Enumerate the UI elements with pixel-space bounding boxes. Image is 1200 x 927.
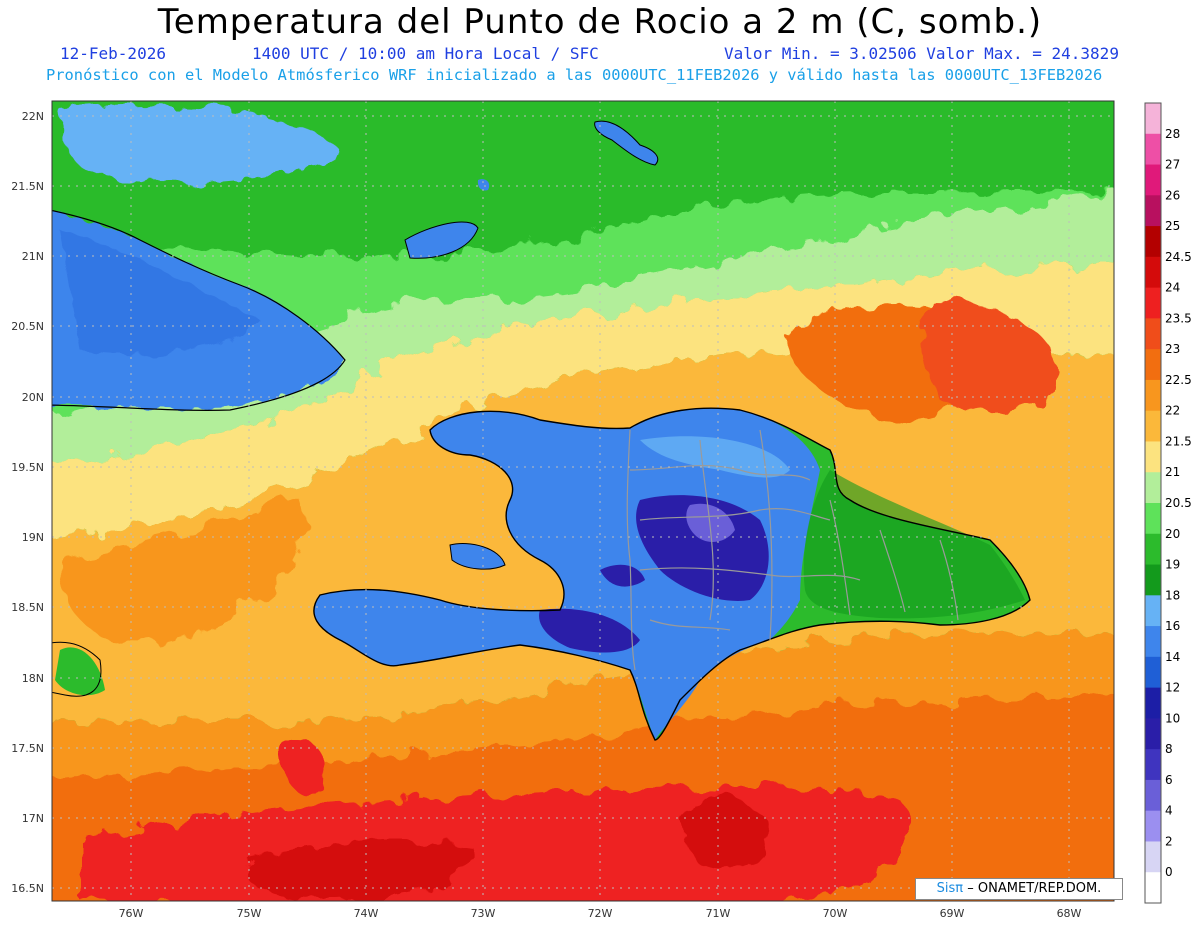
colorbar-swatch — [1145, 103, 1161, 135]
colorbar-swatch — [1145, 779, 1161, 812]
map-field — [52, 101, 1114, 901]
colorbar-swatch — [1145, 656, 1161, 689]
colorbar-swatch — [1145, 379, 1161, 412]
colorbar-swatch — [1145, 841, 1161, 873]
forecast-date: 12-Feb-2026 — [60, 44, 166, 63]
colorbar-label: 27 — [1165, 158, 1180, 172]
colorbar-swatch — [1145, 626, 1161, 658]
model-info: Pronóstico con el Modelo Atmósferico WRF… — [46, 66, 1103, 84]
colorbar-swatch — [1145, 226, 1161, 258]
colorbar-swatch — [1145, 595, 1161, 627]
credit-text: – ONAMET/REP.DOM. — [967, 881, 1102, 896]
sispi-logo: Sisπ — [936, 881, 964, 896]
colorbar-swatch — [1145, 410, 1161, 442]
colorbar-swatch — [1145, 472, 1161, 504]
lon-label: 73W — [471, 907, 496, 920]
lon-label: 75W — [237, 907, 262, 920]
min-max-values: Valor Min. = 3.02506 Valor Max. = 24.382… — [724, 44, 1119, 63]
cuba-coastline — [52, 209, 346, 411]
lon-label: 72W — [588, 907, 613, 920]
colorbar-label: 8 — [1165, 742, 1173, 756]
lat-label: 17.5N — [11, 742, 44, 755]
colorbar-label: 4 — [1165, 804, 1173, 818]
lat-label: 19.5N — [11, 461, 44, 474]
colorbar-swatch — [1145, 287, 1161, 319]
cuba-land — [52, 212, 345, 411]
colorbar-swatch — [1145, 441, 1161, 473]
lat-label: 21N — [22, 250, 44, 263]
colorbar-label: 20 — [1165, 527, 1180, 541]
colorbar: 2827262524.52423.52322.52221.52120.52019… — [1144, 102, 1192, 904]
colorbar-label: 23.5 — [1165, 311, 1192, 325]
lon-label: 70W — [823, 907, 848, 920]
map-title: Temperatura del Punto de Rocio a 2 m (C,… — [157, 2, 1043, 42]
lat-label: 18N — [22, 672, 44, 685]
colorbar-swatch — [1145, 718, 1161, 750]
colorbar-label: 2 — [1165, 834, 1173, 848]
colorbar-label: 24.5 — [1165, 250, 1192, 264]
colorbar-label: 19 — [1165, 558, 1180, 572]
colorbar-label: 6 — [1165, 773, 1173, 787]
colorbar-label: 28 — [1165, 127, 1180, 141]
latitude-axis: 22N 21.5N 21N 20.5N 20N 19.5N 19N 18.5N … — [11, 110, 44, 895]
lon-label: 69W — [940, 907, 965, 920]
colorbar-swatch — [1145, 687, 1161, 719]
longitude-axis: 76W 75W 74W 73W 72W 71W 70W 69W 68W — [119, 907, 1082, 920]
lat-label: 22N — [22, 110, 44, 123]
colorbar-swatch — [1145, 349, 1161, 381]
colorbar-swatch — [1145, 256, 1161, 289]
colorbar-swatch — [1145, 749, 1161, 781]
colorbar-swatch — [1145, 533, 1161, 566]
colorbar-label: 14 — [1165, 650, 1180, 664]
colorbar-label: 24 — [1165, 281, 1180, 295]
colorbar-swatch — [1145, 564, 1161, 596]
colorbar-label: 23 — [1165, 342, 1180, 356]
grid-lines — [52, 101, 1114, 901]
lat-label: 21.5N — [11, 180, 44, 193]
colorbar-label: 22 — [1165, 404, 1180, 418]
lat-label: 20.5N — [11, 320, 44, 333]
colorbar-swatch — [1145, 503, 1161, 535]
lat-label: 18.5N — [11, 601, 44, 614]
colorbar-label: 25 — [1165, 219, 1180, 233]
lon-label: 68W — [1057, 907, 1082, 920]
colorbar-frame — [1144, 102, 1162, 904]
map-frame — [51, 100, 1115, 902]
lon-label: 74W — [354, 907, 379, 920]
forecast-time: 1400 UTC / 10:00 am Hora Local / SFC — [252, 44, 599, 63]
colorbar-label: 18 — [1165, 588, 1180, 602]
credit-box: Sisπ – ONAMET/REP.DOM. — [915, 878, 1123, 900]
colorbar-label: 21.5 — [1165, 434, 1192, 448]
colorbar-swatch — [1145, 872, 1161, 904]
lat-label: 16.5N — [11, 882, 44, 895]
colorbar-label: 26 — [1165, 188, 1180, 202]
colorbar-swatch — [1145, 195, 1161, 227]
lon-label: 71W — [706, 907, 731, 920]
colorbar-swatch — [1145, 164, 1161, 196]
colorbar-label: 22.5 — [1165, 373, 1192, 387]
colorbar-label: 20.5 — [1165, 496, 1192, 510]
hispaniola-land — [313, 407, 1031, 741]
lon-label: 76W — [119, 907, 144, 920]
lat-label: 19N — [22, 531, 44, 544]
colorbar-label: 10 — [1165, 711, 1180, 725]
colorbar-swatch — [1145, 133, 1161, 166]
colorbar-label: 21 — [1165, 465, 1180, 479]
colorbar-label: 12 — [1165, 681, 1180, 695]
colorbar-label: 16 — [1165, 619, 1180, 633]
lat-label: 17N — [22, 812, 44, 825]
colorbar-swatch — [1145, 318, 1161, 350]
lat-label: 20N — [22, 391, 44, 404]
colorbar-label: 0 — [1165, 865, 1173, 879]
colorbar-swatch — [1145, 810, 1161, 842]
